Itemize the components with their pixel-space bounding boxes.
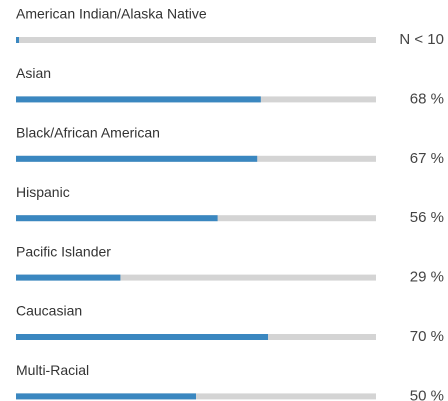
- value-label: 56 %: [410, 209, 444, 226]
- bar: [16, 96, 261, 103]
- category-label: Asian: [16, 65, 51, 81]
- category-label: Black/African American: [16, 125, 160, 141]
- value-label: 29 %: [410, 269, 444, 286]
- bar-track: [16, 37, 376, 43]
- bar: [16, 155, 258, 162]
- category-label: American Indian/Alaska Native: [16, 6, 207, 22]
- value-label: 67 %: [410, 150, 444, 167]
- category-label: Multi-Racial: [16, 362, 89, 378]
- bar: [16, 393, 196, 400]
- category-label: Hispanic: [16, 184, 70, 200]
- bar: [16, 334, 268, 340]
- value-label: 68 %: [410, 90, 444, 107]
- bar-track: [16, 274, 376, 281]
- category-label: Caucasian: [16, 303, 82, 319]
- value-label: 50 %: [410, 387, 444, 401]
- bar: [16, 215, 218, 222]
- value-label: N < 10: [399, 31, 444, 48]
- min-indicator: [16, 37, 19, 43]
- category-label: Pacific Islander: [16, 243, 111, 259]
- value-label: 70 %: [410, 328, 444, 345]
- bar: [16, 274, 121, 281]
